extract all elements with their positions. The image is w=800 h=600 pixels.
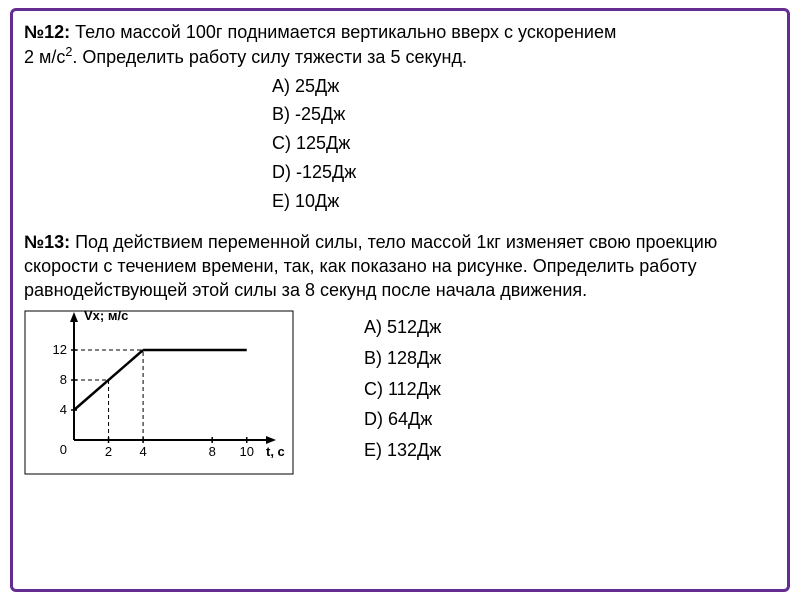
q12-options: A) 25Дж B) -25Дж C) 125Дж D) -125Дж E) 1… (272, 72, 776, 216)
q13-opt-c: C) 112Дж (364, 374, 441, 405)
svg-text:4: 4 (139, 444, 146, 459)
q13-options: A) 512Дж B) 128Дж C) 112Дж D) 64Дж E) 13… (364, 312, 441, 465)
q13-opt-a: A) 512Дж (364, 312, 441, 343)
question-12: №12: Тело массой 100г поднимается вертик… (24, 20, 776, 216)
q12-opt-c: C) 125Дж (272, 129, 776, 158)
q12-opt-e: E) 10Дж (272, 187, 776, 216)
q12-number: №12: (24, 22, 70, 42)
q13-body: Под действием переменной силы, тело масс… (24, 232, 717, 301)
q13-opt-b: B) 128Дж (364, 343, 441, 374)
question-13-row: 2 4 8 10 4 8 12 0 Vx; м/с t, с A) 512Дж B) 128Дж … (24, 310, 776, 475)
q13-number: №13: (24, 232, 70, 252)
velocity-chart: 2 4 8 10 4 8 12 0 Vx; м/с t, с (24, 310, 294, 475)
q12-opt-d: D) -125Дж (272, 158, 776, 187)
question-13-text: №13: Под действием переменной силы, тело… (24, 230, 776, 303)
q13-opt-e: E) 132Дж (364, 435, 441, 466)
svg-text:2: 2 (105, 444, 112, 459)
q12-opt-a: A) 25Дж (272, 72, 776, 101)
q12-text: №12: Тело массой 100г поднимается вертик… (24, 20, 776, 70)
svg-text:10: 10 (239, 444, 253, 459)
content-area: №12: Тело массой 100г поднимается вертик… (24, 20, 776, 475)
q12-opt-b: B) -25Дж (272, 100, 776, 129)
svg-text:Vx; м/с: Vx; м/с (84, 310, 128, 323)
svg-text:12: 12 (53, 342, 67, 357)
q12-line1: Тело массой 100г поднимается вертикально… (70, 22, 616, 42)
q12-line2a: 2 м/с (24, 47, 65, 67)
svg-text:0: 0 (60, 442, 67, 457)
chart-svg: 2 4 8 10 4 8 12 0 Vx; м/с t, с (24, 310, 294, 475)
q12-line2b: . Определить работу силу тяжести за 5 се… (72, 47, 467, 67)
q13-opt-d: D) 64Дж (364, 404, 441, 435)
svg-text:8: 8 (60, 372, 67, 387)
svg-text:8: 8 (209, 444, 216, 459)
svg-text:t, с: t, с (266, 444, 285, 459)
svg-text:4: 4 (60, 402, 67, 417)
